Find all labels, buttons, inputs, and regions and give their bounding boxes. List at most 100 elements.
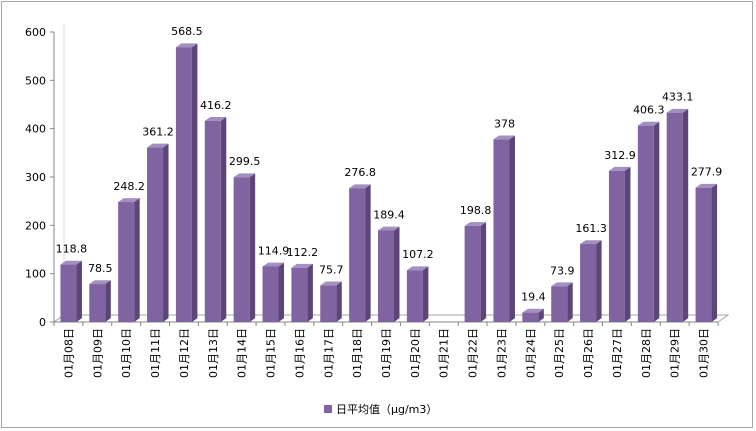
x-category-label: 01月20日 [409,328,422,378]
bar-top [378,226,400,231]
bar-side [191,43,198,322]
data-label: 299.5 [229,155,261,168]
bar-side [596,240,602,322]
bar-side [249,173,256,322]
x-category-label: 01月29日 [669,328,682,378]
legend: 日平均值（μg/m3） [324,401,437,417]
bar-top [89,280,111,285]
x-category-label: 01月16日 [293,328,306,378]
data-label: 118.8 [56,243,88,256]
x-category-label: 01月30日 [698,328,711,378]
bar [637,125,654,322]
bar-side [105,280,111,322]
data-label: 189.4 [373,208,405,221]
data-label: 248.2 [113,180,145,193]
bar-top [60,260,82,265]
x-category-label: 01月21日 [438,328,451,378]
x-category-label: 01月18日 [351,328,364,378]
bar-top [233,173,256,178]
bar-side [307,263,313,322]
bar [493,139,510,322]
y-tick-label: 600 [25,26,46,39]
bar-top [291,263,313,268]
bar [695,187,712,322]
data-label: 78.5 [88,262,113,275]
bar-side [653,121,660,322]
bar-top [666,108,689,113]
bar [522,312,539,322]
bar [89,284,106,322]
bar-top [637,121,660,126]
bar-side [422,266,429,322]
bar [378,230,394,322]
bar-side [682,108,689,323]
x-category-label: 01月17日 [322,328,335,378]
bar [406,270,423,322]
bar-top [175,43,198,48]
legend-swatch [324,405,332,413]
data-label: 114.9 [258,244,290,257]
bar [233,177,250,322]
x-category-label: 01月13日 [207,328,220,378]
bar-top [522,308,544,313]
bar [147,147,164,322]
bar-side [538,308,544,322]
y-tick-label: 200 [25,219,46,232]
bar-side [336,281,342,322]
bar-top [580,240,602,245]
x-category-label: 01月27日 [611,328,624,378]
bar-top [695,183,718,188]
data-label: 276.8 [344,166,376,179]
x-category-label: 01月11日 [149,328,162,378]
bar-top [406,266,429,271]
x-category-label: 01月24日 [524,328,537,378]
bar-side [163,143,169,322]
bar-top [204,116,227,121]
bar-side [134,198,140,322]
x-category-label: 01月14日 [236,328,249,378]
data-label: 19.4 [521,291,546,304]
bar-side [711,183,718,322]
bar-side [567,282,573,322]
x-category-label: 01月23日 [495,328,508,378]
bar-side [76,260,82,322]
x-category-label: 01月28日 [640,328,653,378]
y-tick-label: 400 [25,123,46,136]
data-label: 112.2 [287,246,319,259]
x-category-label: 01月15日 [265,328,278,378]
data-label: 73.9 [550,264,575,277]
bar-side [624,166,631,322]
bar [608,170,625,322]
bar-top [320,281,342,286]
x-category-label: 01月12日 [178,328,191,378]
bar [666,112,683,322]
bar [262,266,279,322]
bar [204,120,221,322]
bar-top [118,198,140,203]
x-category-label: 01月19日 [380,328,393,378]
data-label: 361.2 [142,125,174,138]
data-label: 107.2 [402,248,434,261]
bar-side [509,135,515,322]
data-label: 198.8 [460,204,492,217]
data-label: 416.2 [200,99,232,112]
data-label: 277.9 [691,166,723,179]
data-label: 378 [494,117,515,130]
bar-top [608,166,631,171]
bar-top [147,143,169,148]
bar-side [278,262,285,322]
bar [580,244,597,322]
data-label: 75.7 [319,263,344,276]
x-category-label: 01月22日 [467,328,480,378]
data-label: 312.9 [604,149,636,162]
data-label: 433.1 [662,91,694,104]
x-category-label: 01月08日 [62,328,75,378]
y-tick-label: 300 [25,171,46,184]
bar-side [480,222,487,322]
data-label: 568.5 [171,25,203,38]
x-category-label: 01月26日 [582,328,595,378]
bar-top [262,262,285,267]
bar-top [493,135,515,140]
